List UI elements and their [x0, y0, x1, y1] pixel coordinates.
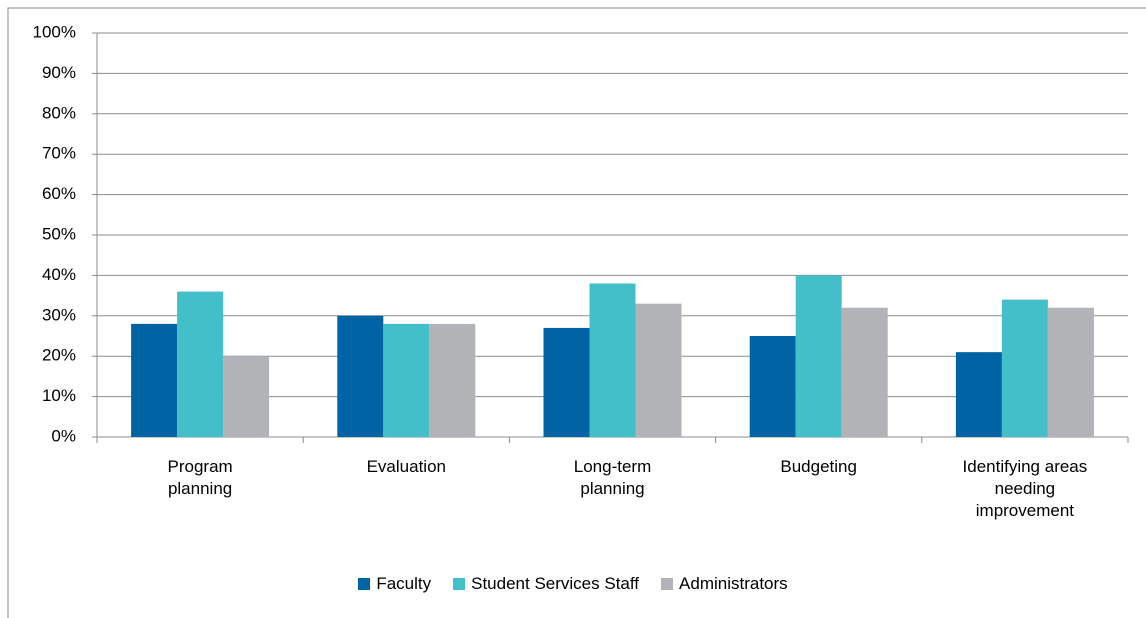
bar	[223, 356, 270, 437]
y-tick-label: 70%	[42, 144, 76, 163]
bar	[131, 323, 178, 437]
y-tick-label: 100%	[33, 22, 76, 41]
legend-item: Faculty	[358, 574, 431, 594]
x-tick-label: Evaluation	[366, 457, 446, 476]
x-tick-label: Program planning	[167, 457, 233, 498]
bar	[383, 323, 430, 437]
legend-swatch	[453, 578, 466, 590]
bar	[955, 352, 1002, 437]
x-tick-label: Identifying areas needing improvement	[962, 457, 1088, 520]
bar	[589, 283, 636, 437]
bar	[1001, 299, 1048, 437]
bar	[543, 327, 590, 437]
y-tick-label: 20%	[42, 346, 76, 365]
y-tick-label: 90%	[42, 63, 76, 82]
y-tick-label: 50%	[42, 224, 76, 243]
y-tick-label: 10%	[42, 386, 76, 405]
bar	[841, 307, 888, 437]
bar	[635, 303, 682, 437]
y-tick-label: 0%	[51, 426, 76, 445]
legend-item: Administrators	[661, 574, 788, 594]
legend: Faculty Student Services Staff Administrat…	[0, 574, 1146, 594]
bar	[749, 336, 796, 437]
y-tick-label: 80%	[42, 103, 76, 122]
bar	[1047, 307, 1094, 437]
legend-swatch	[661, 578, 674, 590]
x-tick-label: Long-term planning	[573, 457, 652, 498]
bar	[429, 323, 476, 437]
x-tick-label: Budgeting	[780, 457, 857, 476]
legend-item: Student Services Staff	[453, 574, 639, 594]
bar	[795, 275, 842, 437]
legend-label: Administrators	[679, 574, 788, 593]
bar	[337, 315, 384, 437]
y-tick-label: 60%	[42, 184, 76, 203]
chart-frame	[7, 7, 1146, 618]
y-tick-label: 40%	[42, 265, 76, 284]
legend-swatch	[358, 578, 371, 590]
y-tick-label: 30%	[42, 305, 76, 324]
legend-label: Faculty	[376, 574, 432, 593]
legend-label: Student Services Staff	[471, 574, 640, 593]
bar	[177, 291, 224, 437]
